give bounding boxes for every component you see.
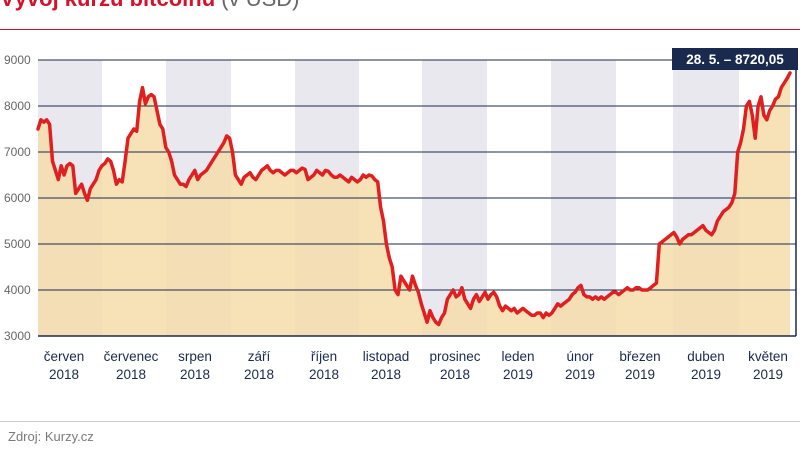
x-tick-year: 2019 [565, 367, 595, 382]
x-tick-month: srpen [178, 349, 212, 364]
y-tick-label: 8000 [4, 99, 31, 113]
x-tick-month: září [248, 349, 271, 364]
x-tick-month: prosinec [429, 349, 480, 364]
x-tick-year: 2019 [753, 367, 783, 382]
page-title: Vývoj kurzu bitcoinu (v USD) [0, 0, 299, 12]
x-tick-month: červenec [104, 349, 159, 364]
y-tick-label: 9000 [4, 53, 31, 67]
title-unit: (v USD) [221, 0, 299, 11]
x-tick-year: 2019 [691, 367, 721, 382]
x-tick-year: 2018 [309, 367, 339, 382]
y-axis-ticks: 3000 4000 5000 6000 7000 8000 9000 [4, 53, 31, 343]
x-tick-month: únor [566, 349, 594, 364]
title-main: Vývoj kurzu bitcoinu [0, 0, 215, 11]
y-tick-label: 3000 [4, 329, 31, 343]
footer-divider [0, 421, 800, 422]
annotation-callout: 28. 5. – 8720,05 [672, 48, 798, 70]
x-tick-year: 2018 [440, 367, 470, 382]
x-tick-month: říjen [311, 349, 337, 364]
x-tick-year: 2018 [49, 367, 79, 382]
x-tick-year: 2018 [244, 367, 274, 382]
y-tick-label: 6000 [4, 191, 31, 205]
source-note: Zdroj: Kurzy.cz [8, 429, 94, 444]
x-tick-month: leden [501, 349, 534, 364]
x-tick-month: květen [748, 349, 788, 364]
x-tick-year: 2019 [625, 367, 655, 382]
x-tick-month: duben [687, 349, 725, 364]
title-divider [0, 29, 800, 30]
annotation-callout-text: 28. 5. – 8720,05 [686, 52, 784, 67]
chart-canvas: 3000 4000 5000 6000 7000 8000 9000 28. 5. – 87… [4, 48, 798, 382]
x-axis-ticks: červen 2018 červenec 2018 srpen 2018 září 2018 ř… [44, 349, 788, 382]
x-tick-month: červen [44, 349, 85, 364]
price-line [36, 71, 792, 327]
x-tick-year: 2018 [116, 367, 146, 382]
grid-lines [38, 59, 796, 337]
y-tick-label: 4000 [4, 283, 31, 297]
x-tick-month: březen [619, 349, 660, 364]
y-tick-label: 5000 [4, 237, 31, 251]
x-tick-year: 2018 [180, 367, 210, 382]
x-tick-year: 2018 [371, 367, 401, 382]
y-tick-label: 7000 [4, 145, 31, 159]
annotation-callout-box [672, 48, 798, 70]
x-tick-month: listopad [363, 349, 410, 364]
x-tick-year: 2019 [503, 367, 533, 382]
